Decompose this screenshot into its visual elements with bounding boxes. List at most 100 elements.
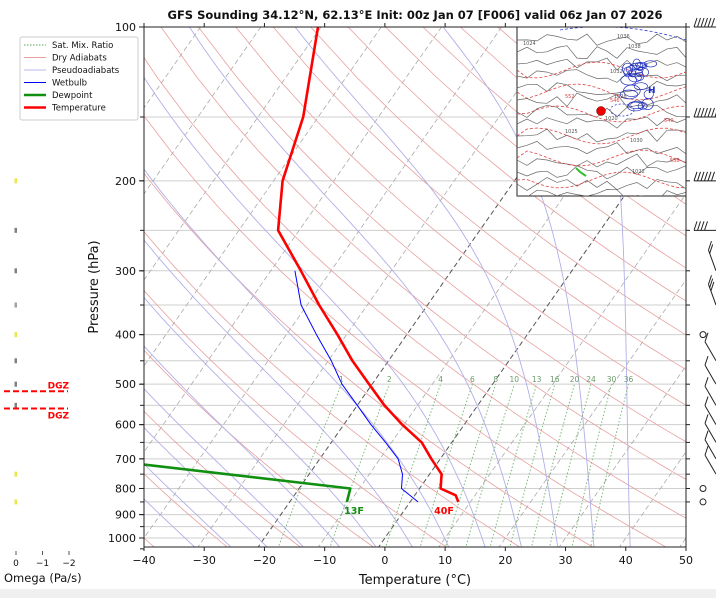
legend-label: Dry Adiabats xyxy=(52,54,107,64)
barb-feather xyxy=(704,332,709,342)
barb-feather xyxy=(700,171,705,181)
omega-tick-label: 0 xyxy=(13,559,19,569)
barb-feather xyxy=(704,414,709,424)
barb-feather xyxy=(704,396,709,406)
barb-feather xyxy=(693,171,698,181)
pseudoadiabat-line xyxy=(294,27,559,547)
mixing-ratio-line xyxy=(277,384,342,547)
mixing-ratio-label: 24 xyxy=(586,375,596,384)
series-wetbulb xyxy=(294,270,419,503)
dry-adiabat-line xyxy=(144,289,448,547)
dry-adiabat-line xyxy=(144,115,667,547)
omega-bar xyxy=(14,268,17,274)
barb-shaft xyxy=(704,386,716,406)
pseudoadiabat-line xyxy=(144,388,304,547)
y-tick-label: 800 xyxy=(115,482,136,495)
mixing-ratio-line xyxy=(590,384,629,547)
map-isobar-label: 1022 xyxy=(632,169,645,175)
map-terrain-contour xyxy=(627,101,644,112)
map-height-label: 540 xyxy=(664,118,674,124)
barb-feather xyxy=(709,244,714,254)
dry-adiabat-line xyxy=(310,27,686,336)
map-isobar xyxy=(517,92,686,108)
x-tick-label: 10 xyxy=(438,554,452,567)
x-tick-label: −20 xyxy=(253,554,276,567)
map-isobar xyxy=(517,33,686,46)
barb-feather xyxy=(707,17,712,28)
isotherm-line xyxy=(197,27,563,547)
x-tick-label: −40 xyxy=(132,554,155,567)
series-group xyxy=(144,27,460,503)
isotherm-line xyxy=(144,27,442,453)
map-isobar xyxy=(517,141,686,155)
barb-feather xyxy=(704,221,708,231)
x-tick-label: 50 xyxy=(679,554,693,567)
mixing-ratio-label: 13 xyxy=(532,375,542,384)
omega-bar xyxy=(14,381,17,387)
barb-feather xyxy=(710,281,715,292)
mixing-ratio-line xyxy=(571,384,612,547)
map-isobar xyxy=(517,57,686,71)
mixing-ratio-label: 30 xyxy=(607,375,617,384)
pseudoadiabat-line xyxy=(144,345,341,547)
omega-bar xyxy=(14,499,17,505)
dry-adiabat-line xyxy=(347,27,686,302)
barb-shaft xyxy=(704,439,716,460)
map-height-contour xyxy=(517,61,686,79)
dgz-label: DGZ xyxy=(48,381,70,391)
barb-feather xyxy=(693,221,698,231)
dry-adiabat-line xyxy=(272,27,686,371)
x-tick-label: −30 xyxy=(193,554,216,567)
wind-barb xyxy=(704,396,716,425)
barb-shaft xyxy=(708,284,716,306)
omega-bar xyxy=(14,471,17,477)
mixing-ratio-line xyxy=(385,384,442,547)
y-tick-label: 300 xyxy=(115,265,136,278)
map-isobar xyxy=(517,116,686,129)
barb-shaft xyxy=(704,341,716,362)
wind-barbs xyxy=(685,17,716,547)
mixing-ratio-line xyxy=(419,384,473,547)
wind-barb xyxy=(704,332,716,362)
mixing-ratio-label: 10 xyxy=(510,375,520,384)
map-isobar xyxy=(517,153,686,168)
map-isobar xyxy=(517,165,686,180)
dry-adiabat-line xyxy=(144,410,301,547)
barb-feather xyxy=(697,221,701,231)
map-terrain-contour xyxy=(637,102,648,110)
map-height-label: 546 xyxy=(610,98,620,104)
location-marker xyxy=(596,106,606,116)
wind-barb xyxy=(693,221,716,231)
omega-bar xyxy=(14,402,17,408)
barb-feather xyxy=(711,107,715,118)
dry-adiabat-line xyxy=(144,473,228,547)
isotherm-line xyxy=(0,27,20,549)
map-isobar-label: 1028 xyxy=(614,94,627,100)
barb-feather xyxy=(711,171,715,181)
wind-barb xyxy=(704,355,716,385)
dry-adiabat-line xyxy=(385,27,686,269)
axes: −40 −30 −20 −10 0 10 20 30 40 5010020030040050060… xyxy=(108,21,693,567)
map-height-contour xyxy=(517,149,686,167)
pseudoadiabat-line xyxy=(189,27,522,547)
isotherm-line xyxy=(144,27,322,281)
barb-feather xyxy=(700,17,705,28)
calm-circle xyxy=(699,331,707,339)
pseudoadiabat-line xyxy=(144,76,486,547)
map-isobar xyxy=(517,177,686,191)
map-terrain-contour xyxy=(633,82,648,91)
mixing-ratio-label: 8 xyxy=(493,375,498,384)
barb-feather xyxy=(697,17,701,28)
barb-feather xyxy=(709,278,714,288)
wind-barb xyxy=(708,275,716,306)
legend-label: Wetbulb xyxy=(52,79,87,89)
barb-shaft xyxy=(704,405,716,425)
dry-adiabat-line xyxy=(235,27,686,406)
y-tick-label: 200 xyxy=(115,175,136,188)
dry-adiabat-line xyxy=(144,56,686,519)
map-isobar-label: 1024 xyxy=(523,41,536,47)
wind-barb xyxy=(704,377,716,406)
mixing-ratio-label: 1 xyxy=(339,375,344,384)
footer-bar xyxy=(0,589,716,598)
isotherm-line xyxy=(498,279,686,547)
